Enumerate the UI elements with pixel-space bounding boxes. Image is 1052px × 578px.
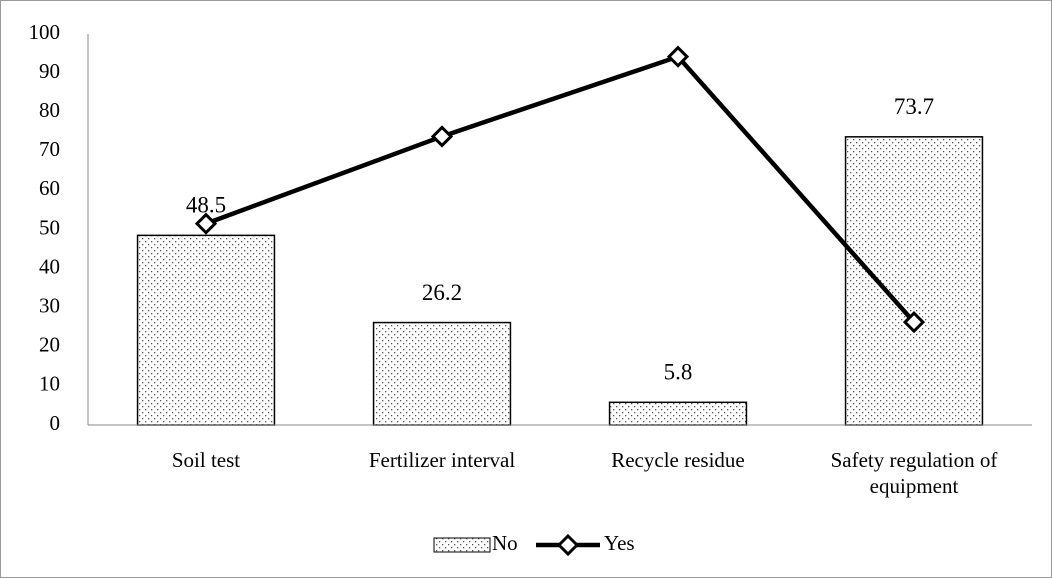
bar xyxy=(844,136,984,426)
y-tick-label: 50 xyxy=(39,215,60,239)
y-tick-label: 60 xyxy=(39,176,60,200)
y-tick-label: 20 xyxy=(39,333,60,357)
y-tick-label: 90 xyxy=(39,59,60,83)
line-marker xyxy=(902,311,926,334)
x-tick-label: Recycle residue xyxy=(611,448,745,472)
line xyxy=(205,54,916,324)
x-tick-label: Safety regulation of equipment xyxy=(830,448,998,498)
legend-label: No xyxy=(492,531,518,555)
y-tick-label: 100 xyxy=(29,20,61,44)
y-tick-label: 70 xyxy=(39,137,60,161)
legend-label: Yes xyxy=(604,531,635,555)
x-tick-label: Fertilizer interval xyxy=(368,448,516,472)
legend-swatch xyxy=(433,537,491,553)
bar xyxy=(372,321,512,426)
y-tick-label: 10 xyxy=(39,372,60,396)
x-tick-label: Soil test xyxy=(171,448,241,472)
y-tick-label: 0 xyxy=(50,411,61,435)
line-marker xyxy=(194,212,218,235)
line-marker xyxy=(430,125,454,148)
line-marker xyxy=(666,45,690,68)
bar xyxy=(608,401,748,426)
bar xyxy=(136,234,276,426)
data-label: 73.7 xyxy=(894,94,934,119)
data-label: 26.2 xyxy=(422,280,462,305)
y-tick-label: 40 xyxy=(39,254,60,278)
y-tick-label: 80 xyxy=(39,98,60,122)
legend-marker xyxy=(556,533,580,557)
y-tick-label: 30 xyxy=(39,294,60,318)
data-label: 5.8 xyxy=(664,360,693,385)
